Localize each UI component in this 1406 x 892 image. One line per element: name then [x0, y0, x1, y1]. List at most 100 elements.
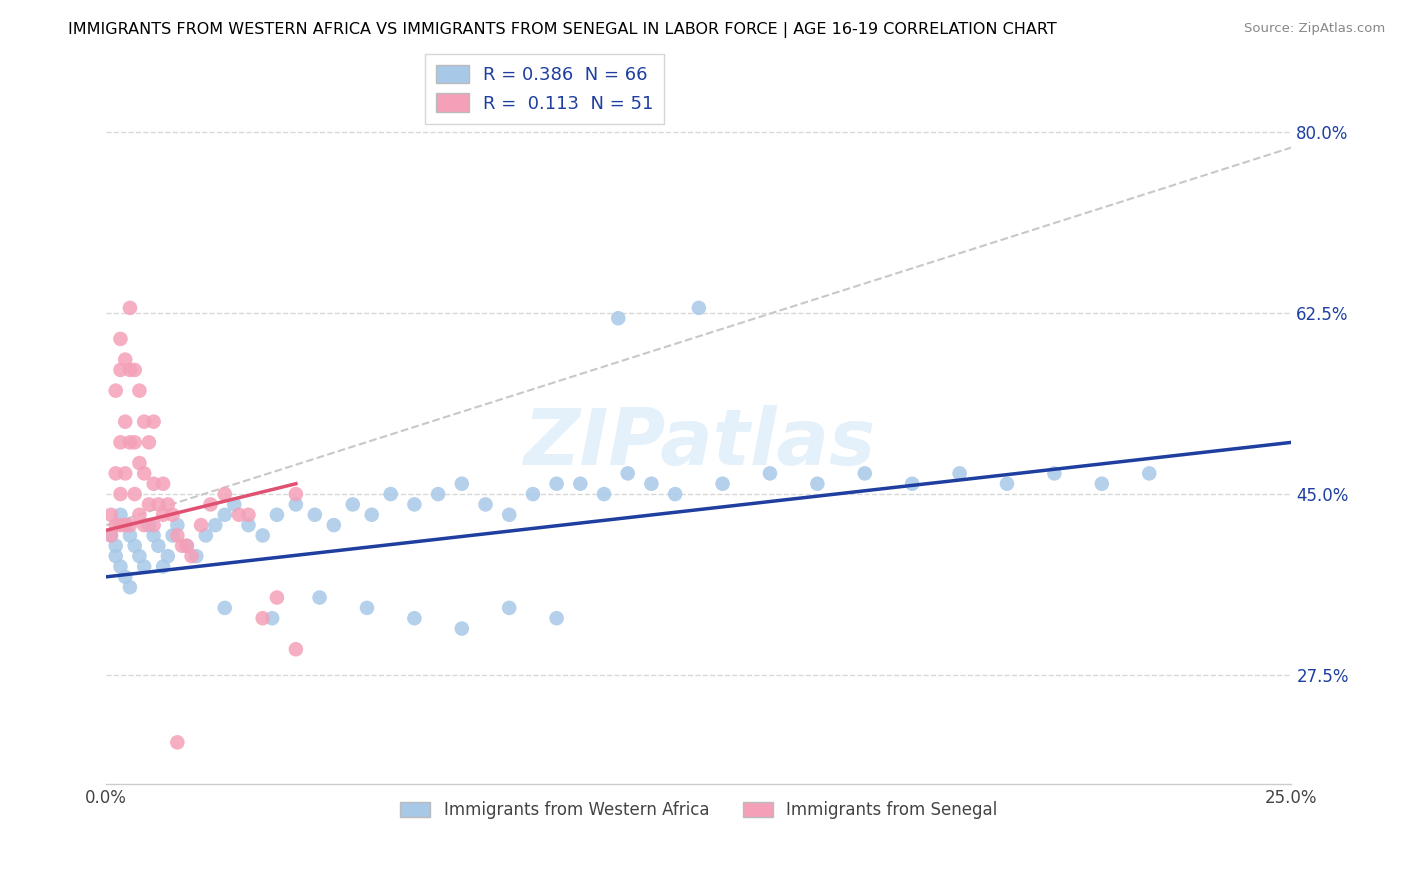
Point: [711, 476, 734, 491]
Point: [190, 518, 212, 533]
Point: [284, 642, 307, 657]
Point: [427, 487, 450, 501]
Point: [114, 570, 136, 584]
Point: [118, 580, 141, 594]
Point: [664, 487, 686, 501]
Point: [128, 508, 150, 522]
Point: [166, 735, 188, 749]
Point: [759, 467, 782, 481]
Point: [262, 611, 284, 625]
Text: ZIPatlas: ZIPatlas: [523, 405, 875, 482]
Point: [138, 435, 160, 450]
Point: [450, 622, 472, 636]
Point: [593, 487, 616, 501]
Point: [204, 518, 226, 533]
Point: [124, 539, 146, 553]
Point: [214, 600, 236, 615]
Point: [522, 487, 544, 501]
Point: [100, 528, 122, 542]
Point: [166, 528, 188, 542]
Point: [162, 508, 184, 522]
Point: [114, 518, 136, 533]
Point: [162, 528, 184, 542]
Point: [901, 476, 924, 491]
Point: [380, 487, 402, 501]
Point: [356, 600, 378, 615]
Point: [607, 311, 630, 326]
Point: [214, 508, 236, 522]
Point: [308, 591, 330, 605]
Point: [110, 518, 132, 533]
Point: [152, 476, 174, 491]
Point: [134, 415, 156, 429]
Point: [186, 549, 208, 563]
Point: [322, 518, 344, 533]
Point: [118, 518, 141, 533]
Point: [148, 497, 170, 511]
Point: [156, 497, 179, 511]
Point: [156, 549, 179, 563]
Point: [118, 363, 141, 377]
Point: [152, 508, 174, 522]
Point: [134, 518, 156, 533]
Point: [304, 508, 326, 522]
Point: [474, 497, 496, 511]
Point: [148, 539, 170, 553]
Point: [104, 467, 127, 481]
Point: [110, 508, 132, 522]
Point: [546, 611, 568, 625]
Point: [142, 528, 165, 542]
Point: [176, 539, 198, 553]
Point: [134, 559, 156, 574]
Point: [118, 435, 141, 450]
Point: [138, 518, 160, 533]
Point: [266, 591, 288, 605]
Point: [128, 384, 150, 398]
Point: [284, 487, 307, 501]
Point: [404, 497, 426, 511]
Point: [128, 549, 150, 563]
Point: [1137, 467, 1160, 481]
Point: [100, 528, 122, 542]
Point: [118, 301, 141, 315]
Text: IMMIGRANTS FROM WESTERN AFRICA VS IMMIGRANTS FROM SENEGAL IN LABOR FORCE | AGE 1: IMMIGRANTS FROM WESTERN AFRICA VS IMMIGR…: [67, 22, 1057, 38]
Point: [569, 476, 592, 491]
Point: [114, 467, 136, 481]
Point: [266, 508, 288, 522]
Point: [546, 476, 568, 491]
Point: [114, 415, 136, 429]
Point: [238, 518, 260, 533]
Point: [949, 467, 972, 481]
Point: [100, 508, 122, 522]
Point: [124, 487, 146, 501]
Point: [142, 415, 165, 429]
Point: [228, 508, 250, 522]
Point: [128, 456, 150, 470]
Point: [104, 539, 127, 553]
Point: [124, 363, 146, 377]
Point: [104, 384, 127, 398]
Point: [142, 476, 165, 491]
Point: [1091, 476, 1114, 491]
Point: [104, 549, 127, 563]
Point: [110, 363, 132, 377]
Point: [284, 497, 307, 511]
Point: [180, 549, 202, 563]
Point: [138, 497, 160, 511]
Point: [110, 435, 132, 450]
Point: [995, 476, 1018, 491]
Point: [640, 476, 662, 491]
Point: [152, 559, 174, 574]
Point: [806, 476, 828, 491]
Legend: Immigrants from Western Africa, Immigrants from Senegal: Immigrants from Western Africa, Immigran…: [394, 795, 1004, 826]
Point: [498, 600, 520, 615]
Point: [853, 467, 876, 481]
Point: [688, 301, 710, 315]
Point: [176, 539, 198, 553]
Point: [404, 611, 426, 625]
Point: [224, 497, 246, 511]
Point: [172, 539, 194, 553]
Point: [110, 487, 132, 501]
Point: [252, 528, 274, 542]
Text: Source: ZipAtlas.com: Source: ZipAtlas.com: [1244, 22, 1385, 36]
